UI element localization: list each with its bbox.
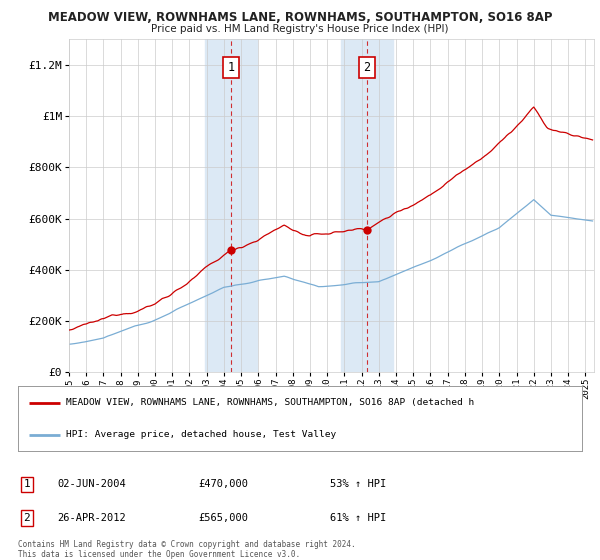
Text: 1: 1	[227, 61, 235, 74]
Bar	[341, 39, 393, 372]
Text: 2: 2	[364, 61, 371, 74]
Text: 61% ↑ HPI: 61% ↑ HPI	[330, 513, 386, 523]
Text: MEADOW VIEW, ROWNHAMS LANE, ROWNHAMS, SOUTHAMPTON, SO16 8AP (detached h: MEADOW VIEW, ROWNHAMS LANE, ROWNHAMS, SO…	[66, 398, 474, 407]
Text: 26-APR-2012: 26-APR-2012	[57, 513, 126, 523]
Text: £470,000: £470,000	[198, 479, 248, 489]
Text: 1: 1	[23, 479, 31, 489]
Text: MEADOW VIEW, ROWNHAMS LANE, ROWNHAMS, SOUTHAMPTON, SO16 8AP: MEADOW VIEW, ROWNHAMS LANE, ROWNHAMS, SO…	[48, 11, 552, 24]
Text: Price paid vs. HM Land Registry's House Price Index (HPI): Price paid vs. HM Land Registry's House …	[151, 24, 449, 34]
Text: £565,000: £565,000	[198, 513, 248, 523]
Text: 2: 2	[23, 513, 31, 523]
Text: HPI: Average price, detached house, Test Valley: HPI: Average price, detached house, Test…	[66, 430, 336, 439]
Text: 53% ↑ HPI: 53% ↑ HPI	[330, 479, 386, 489]
Bar	[205, 39, 257, 372]
Text: Contains HM Land Registry data © Crown copyright and database right 2024.: Contains HM Land Registry data © Crown c…	[18, 540, 356, 549]
Text: 02-JUN-2004: 02-JUN-2004	[57, 479, 126, 489]
Text: This data is licensed under the Open Government Licence v3.0.: This data is licensed under the Open Gov…	[18, 550, 300, 559]
